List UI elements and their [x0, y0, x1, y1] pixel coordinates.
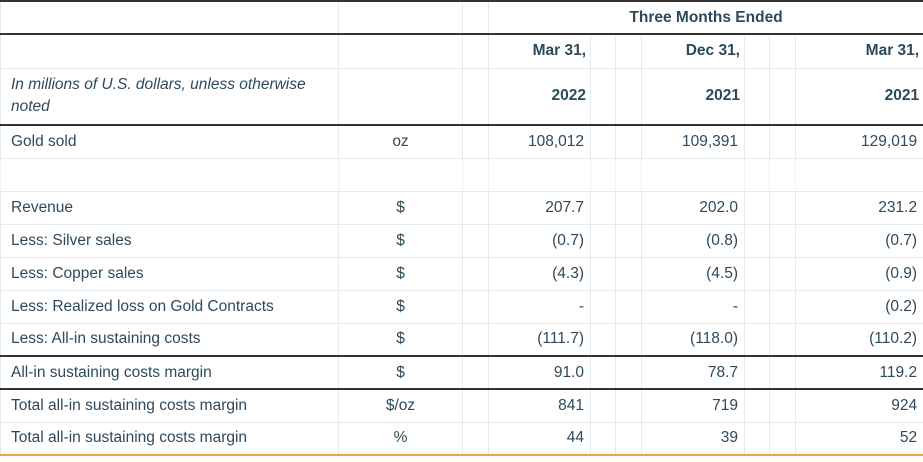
- table-row: Less: All-in sustaining costs $ (111.7) …: [0, 322, 923, 357]
- header-row-period: Three Months Ended: [0, 0, 923, 35]
- column-year-1: 2022: [488, 67, 591, 126]
- row-label: Less: Realized loss on Gold Contracts: [0, 289, 339, 324]
- header-row-years: In millions of U.S. dollars, unless othe…: [0, 67, 923, 126]
- row-value: 719: [641, 388, 745, 423]
- column-year-3: 2021: [794, 67, 923, 126]
- row-value: (4.5): [641, 256, 745, 291]
- column-date-1: Mar 31,: [488, 33, 591, 69]
- row-value: (4.3): [488, 256, 591, 291]
- row-unit: $: [338, 223, 463, 258]
- row-value: 39: [641, 421, 745, 456]
- row-value: 202.0: [641, 190, 745, 225]
- table-row: Less: Copper sales $ (4.3) (4.5) (0.9): [0, 256, 923, 291]
- row-value: 231.2: [794, 190, 923, 225]
- table-row: All-in sustaining costs margin $ 91.0 78…: [0, 355, 923, 390]
- row-label: Gold sold: [0, 124, 339, 159]
- row-value: 119.2: [794, 355, 923, 390]
- row-value: 44: [488, 421, 591, 456]
- column-date-3: Mar 31,: [794, 33, 923, 69]
- row-value: 129,019: [794, 124, 923, 159]
- column-year-2: 2021: [641, 67, 745, 126]
- row-label: All-in sustaining costs margin: [0, 355, 339, 390]
- period-group-heading: Three Months Ended: [487, 0, 923, 35]
- table-row: Less: Realized loss on Gold Contracts $ …: [0, 289, 923, 324]
- table-row: Total all-in sustaining costs margin % 4…: [0, 421, 923, 456]
- row-unit: $: [338, 256, 463, 291]
- row-unit: $: [338, 289, 463, 324]
- row-value: (0.7): [488, 223, 591, 258]
- row-value: 109,391: [641, 124, 745, 159]
- row-value: 924: [794, 388, 923, 423]
- row-unit: oz: [338, 124, 463, 159]
- row-value: 108,012: [488, 124, 591, 159]
- table-row: Gold sold oz 108,012 109,391 129,019: [0, 124, 923, 159]
- row-unit: $: [338, 190, 463, 225]
- row-unit: %: [338, 421, 463, 456]
- table-row: Total all-in sustaining costs margin $/o…: [0, 388, 923, 423]
- row-value: (110.2): [794, 322, 923, 357]
- row-value: 207.7: [488, 190, 591, 225]
- row-unit: $: [338, 322, 463, 357]
- row-unit: $/oz: [338, 388, 463, 423]
- row-unit: $: [338, 355, 463, 390]
- column-date-2: Dec 31,: [641, 33, 745, 69]
- row-value: 91.0: [488, 355, 591, 390]
- row-label: Less: All-in sustaining costs: [0, 322, 339, 357]
- row-value: 52: [794, 421, 923, 456]
- row-value: -: [641, 289, 745, 324]
- row-label: Less: Silver sales: [0, 223, 339, 258]
- row-label: Total all-in sustaining costs margin: [0, 388, 339, 423]
- row-value: (0.9): [794, 256, 923, 291]
- table-row: Revenue $ 207.7 202.0 231.2: [0, 190, 923, 225]
- row-label: Revenue: [0, 190, 339, 225]
- table-row: Less: Silver sales $ (0.7) (0.8) (0.7): [0, 223, 923, 258]
- row-value: (111.7): [488, 322, 591, 357]
- row-value: -: [488, 289, 591, 324]
- row-value: (118.0): [641, 322, 745, 357]
- row-label: Less: Copper sales: [0, 256, 339, 291]
- row-value: (0.8): [641, 223, 745, 258]
- spacer-row: [0, 157, 923, 192]
- row-label: Total all-in sustaining costs margin: [0, 421, 339, 456]
- row-value: 841: [488, 388, 591, 423]
- row-value: (0.2): [794, 289, 923, 324]
- row-value: (0.7): [794, 223, 923, 258]
- header-row-dates: Mar 31, Dec 31, Mar 31,: [0, 33, 923, 69]
- row-value: 78.7: [641, 355, 745, 390]
- units-note: In millions of U.S. dollars, unless othe…: [0, 67, 339, 126]
